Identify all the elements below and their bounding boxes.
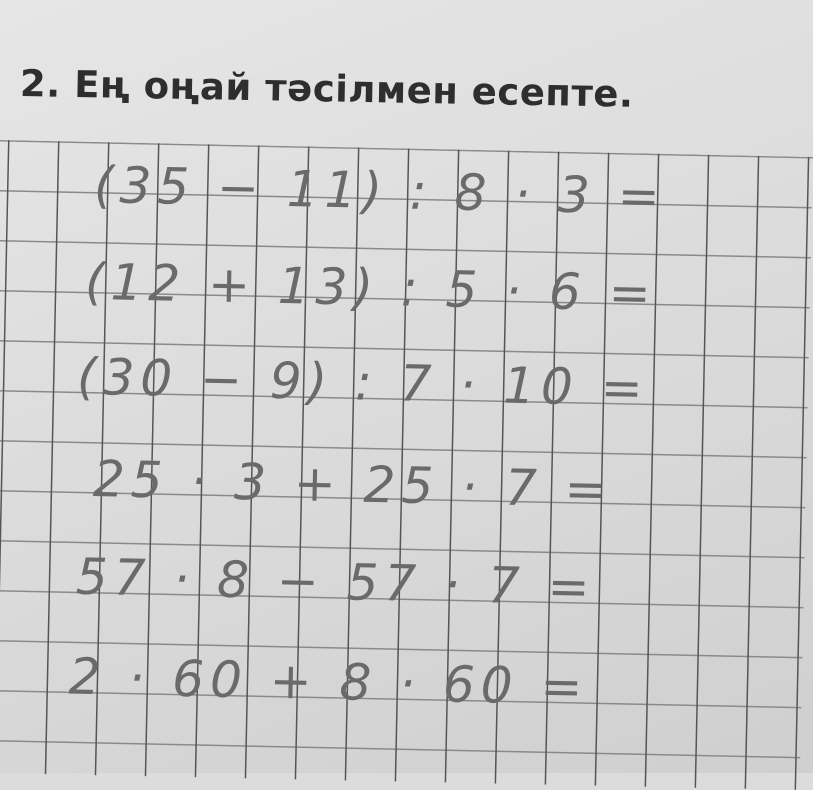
exercise-title: 2. Ең оңай тәсілмен есепте. — [19, 62, 634, 116]
squared-grid: (35 − 11) : 8 · 3 = (12 + 13) : 5 · 6 = … — [0, 140, 813, 790]
expression-4: 25 · 3 + 25 · 7 = — [92, 450, 614, 519]
expression-1: (35 − 11) : 8 · 3 = — [93, 155, 667, 226]
expression-6: 2 · 60 + 8 · 60 = — [68, 647, 589, 717]
expression-5: 57 · 8 − 57 · 7 = — [75, 547, 597, 617]
expression-3: (30 − 9) : 7 · 10 = — [76, 347, 650, 418]
expression-2: (12 + 13) : 5 · 6 = — [84, 252, 658, 323]
